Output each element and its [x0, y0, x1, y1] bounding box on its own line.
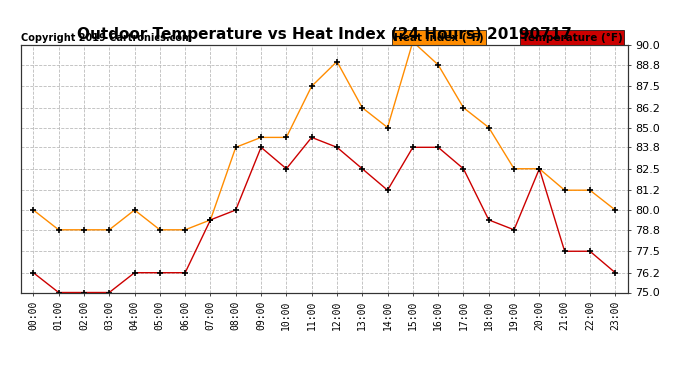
- Text: Copyright 2019 Cartronics.com: Copyright 2019 Cartronics.com: [21, 33, 192, 42]
- Text: Temperature (°F): Temperature (°F): [522, 33, 622, 42]
- Title: Outdoor Temperature vs Heat Index (24 Hours) 20190717: Outdoor Temperature vs Heat Index (24 Ho…: [77, 27, 572, 42]
- Text: Heat Index (°F): Heat Index (°F): [394, 33, 484, 42]
